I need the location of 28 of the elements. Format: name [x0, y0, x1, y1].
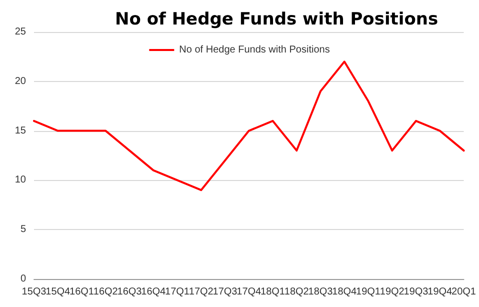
x-tick-label: 19Q1	[356, 286, 381, 298]
x-tick-label: 19Q2	[380, 286, 405, 298]
x-tick-label: 18Q4	[332, 286, 358, 298]
x-tick-label: 16Q3	[117, 286, 142, 298]
x-tick-label: 18Q1	[260, 286, 286, 298]
x-tick-label: 15Q3	[22, 286, 47, 298]
chart-title: No of Hedge Funds with Positions	[115, 10, 438, 30]
y-tick-label: 10	[14, 174, 26, 186]
x-tick-label: 18Q2	[284, 286, 310, 298]
y-tick-label: 20	[14, 76, 26, 87]
x-tick-label: 20Q1	[452, 286, 476, 298]
x-tick-label: 19Q3	[404, 286, 429, 298]
x-tick-label: 16Q1	[70, 286, 94, 298]
line-series	[33, 60, 465, 192]
x-tick-label: 17Q3	[212, 286, 238, 298]
x-tick-label: 16Q4	[141, 286, 166, 298]
x-tick-label: 19Q4	[428, 286, 453, 298]
x-tick-label: 18Q3	[308, 286, 334, 298]
x-tick-label: 17Q2	[188, 286, 214, 298]
x-tick-label: 17Q1	[165, 286, 190, 298]
y-tick-label: 5	[20, 224, 26, 236]
y-tick-label: 0	[20, 274, 26, 284]
y-tick-label: 15	[14, 125, 26, 136]
x-tick-label: 16Q2	[93, 286, 118, 298]
y-tick-label: 25	[14, 26, 26, 38]
x-tick-label: 17Q4	[236, 286, 262, 298]
legend-label: No of Hedge Funds with Positions	[179, 44, 330, 56]
x-tick-label: 15Q4	[46, 286, 71, 298]
